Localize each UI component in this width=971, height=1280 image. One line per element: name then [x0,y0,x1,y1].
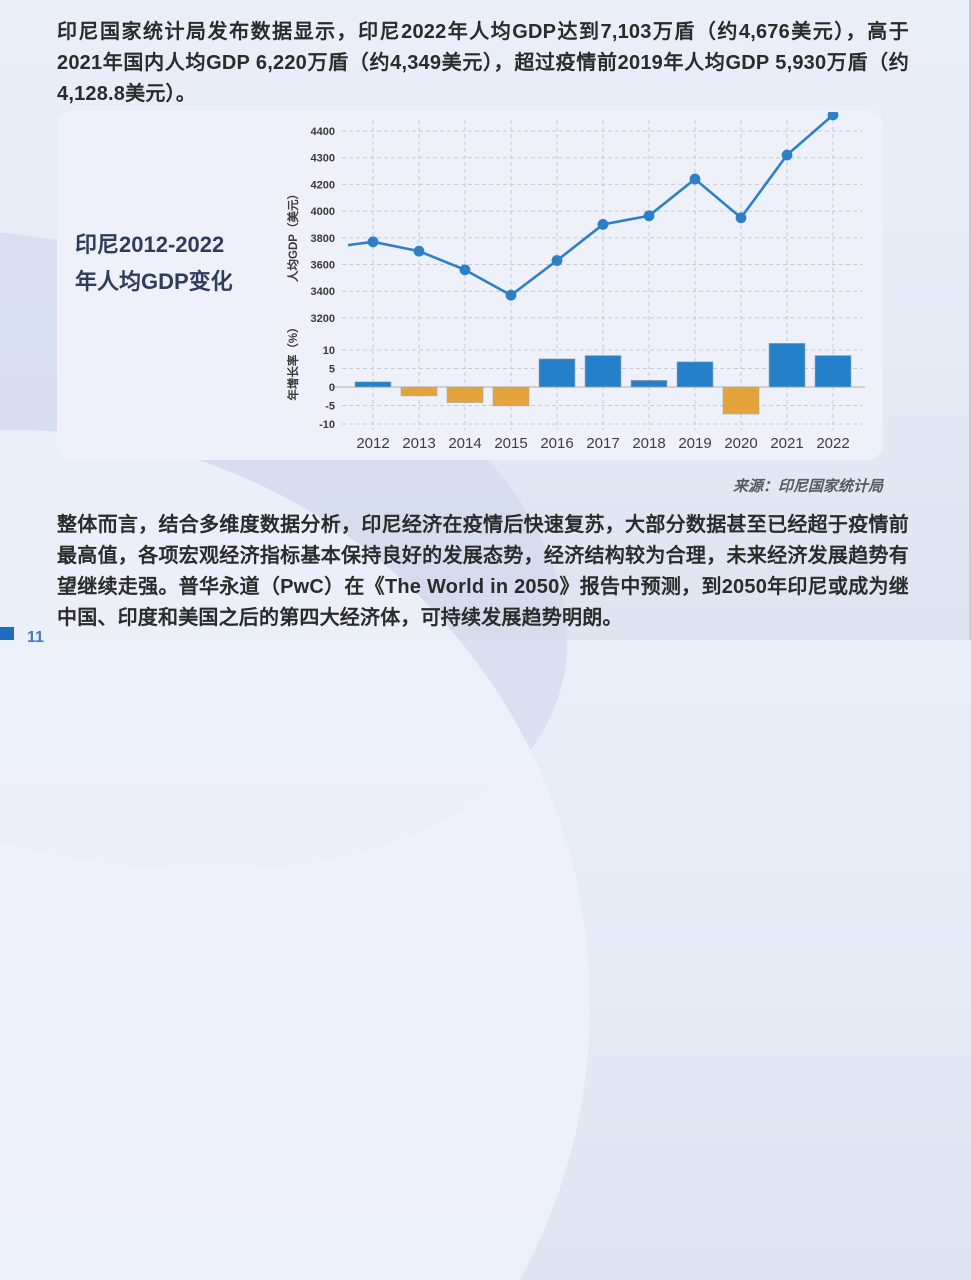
svg-text:4400: 4400 [311,126,335,138]
svg-text:2012: 2012 [356,435,389,452]
svg-text:3400: 3400 [311,286,335,298]
chart-title-line1: 印尼2012-2022 [75,232,225,257]
svg-text:2022: 2022 [816,435,849,452]
page-corner-marker [0,627,14,640]
intro-paragraph: 印尼国家统计局发布数据显示，印尼2022年人均GDP达到7,103万盾（约4,6… [57,21,909,105]
svg-text:年增长率（%）: 年增长率（%） [287,321,300,400]
svg-text:2020: 2020 [724,435,757,452]
chart-title-line2: 年人均GDP变化 [75,269,233,294]
svg-text:5: 5 [329,364,335,376]
gdp-chart: 4400 4300 4200 4000 3800 3600 3400 3200 10 5 0 -5 -1… [287,112,865,452]
svg-text:0: 0 [329,382,335,394]
svg-text:2017: 2017 [586,435,619,452]
svg-text:10: 10 [323,345,335,357]
svg-text:-10: -10 [319,419,335,431]
svg-text:2019: 2019 [678,435,711,452]
svg-text:2013: 2013 [402,435,435,452]
summary-paragraph: 整体而言，结合多维度数据分析，印尼经济在疫情后快速复苏，大部分数据甚至已经超于疫… [57,514,909,629]
page-number: 11 [27,629,44,646]
svg-text:2016: 2016 [540,435,573,452]
svg-text:3600: 3600 [311,260,335,272]
chart-title: 印尼2012-2022 年人均GDP变化 [75,226,285,300]
chart-source: 来源：印尼国家统计局 [732,478,883,495]
svg-text:2015: 2015 [494,435,527,452]
svg-text:4200: 4200 [311,179,335,191]
svg-text:2018: 2018 [632,435,665,452]
chart-card: 印尼2012-2022 年人均GDP变化 4400 4300 4200 4000 380… [57,110,883,460]
svg-text:3800: 3800 [311,233,335,245]
svg-text:4000: 4000 [311,206,335,218]
svg-text:3200: 3200 [311,313,335,325]
page-right-edge [969,0,971,640]
svg-text:4300: 4300 [311,153,335,165]
svg-text:人均GDP（美元）: 人均GDP（美元） [287,188,300,282]
svg-text:-5: -5 [325,401,335,413]
svg-text:2021: 2021 [770,435,803,452]
svg-text:2014: 2014 [448,435,481,452]
